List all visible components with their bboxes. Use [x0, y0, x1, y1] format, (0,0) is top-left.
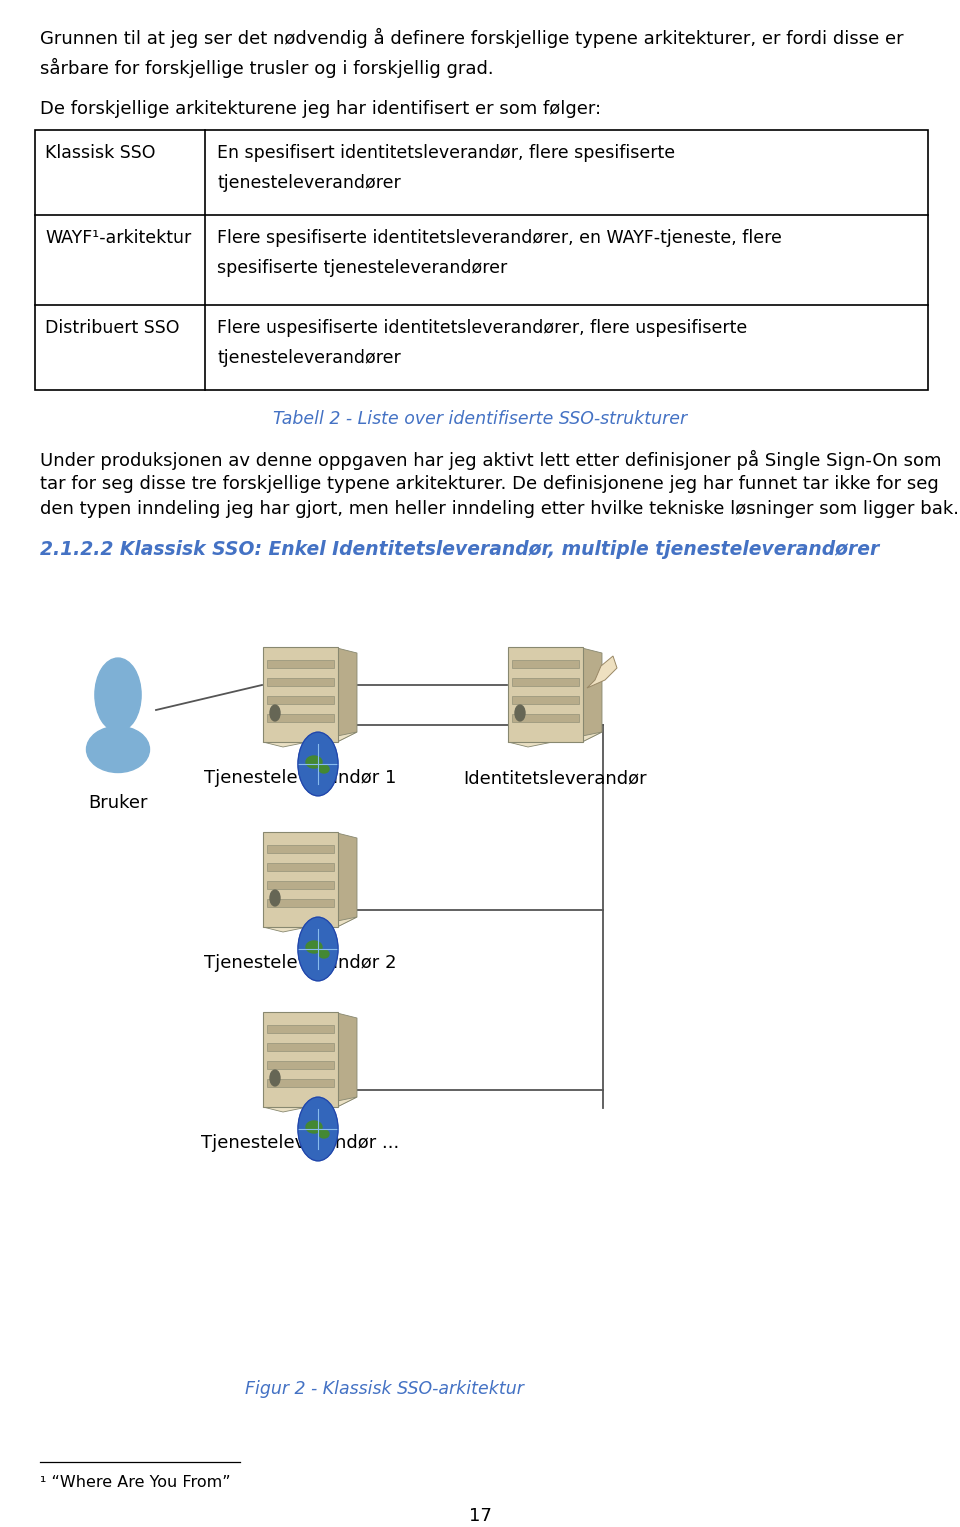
Polygon shape [337, 834, 357, 927]
Text: Tabell 2 - Liste over identifiserte SSO-strukturer: Tabell 2 - Liste over identifiserte SSO-… [273, 411, 687, 428]
Text: Bruker: Bruker [88, 794, 148, 812]
Bar [267, 1061, 334, 1069]
Bar [267, 881, 334, 889]
Bar [267, 715, 334, 722]
FancyBboxPatch shape [35, 130, 928, 389]
Circle shape [95, 658, 141, 731]
Bar [267, 1025, 334, 1032]
Bar [512, 660, 579, 667]
Text: WAYF¹-arkitektur: WAYF¹-arkitektur [45, 229, 191, 247]
Text: tjenesteleverandører: tjenesteleverandører [217, 350, 400, 366]
Text: ¹ “Where Are You From”: ¹ “Where Are You From” [40, 1475, 231, 1490]
Bar [267, 696, 334, 704]
Text: Figur 2 - Klassisk SSO-arkitektur: Figur 2 - Klassisk SSO-arkitektur [245, 1380, 523, 1399]
Circle shape [298, 918, 338, 980]
Bar [267, 899, 334, 907]
Text: Distribuert SSO: Distribuert SSO [45, 319, 180, 337]
Circle shape [515, 705, 525, 721]
Ellipse shape [306, 1121, 322, 1133]
Bar [512, 678, 579, 686]
Text: Under produksjonen av denne oppgaven har jeg aktivt lett etter definisjoner på S: Under produksjonen av denne oppgaven har… [40, 450, 942, 470]
Text: Flere uspesifiserte identitetsleverandører, flere uspesifiserte: Flere uspesifiserte identitetsleverandør… [217, 319, 747, 337]
Bar [267, 678, 334, 686]
Polygon shape [263, 1096, 357, 1112]
Bar [508, 647, 583, 742]
Circle shape [270, 890, 280, 906]
Bar [263, 832, 338, 927]
Text: spesifiserte tjenesteleverandører: spesifiserte tjenesteleverandører [217, 260, 507, 276]
Polygon shape [263, 731, 357, 747]
Bar [267, 844, 334, 854]
Circle shape [298, 1098, 338, 1161]
Ellipse shape [319, 1130, 329, 1138]
Text: 2.1.2.2 Klassisk SSO: Enkel Identitetsleverandør, multiple tjenesteleverandører: 2.1.2.2 Klassisk SSO: Enkel Identitetsle… [40, 541, 879, 559]
Ellipse shape [306, 941, 322, 953]
Circle shape [298, 731, 338, 796]
Text: Identitetsleverandør: Identitetsleverandør [463, 770, 647, 786]
Bar [512, 715, 579, 722]
Text: sårbare for forskjellige trusler og i forskjellig grad.: sårbare for forskjellige trusler og i fo… [40, 58, 494, 78]
Bar [267, 660, 334, 667]
Text: 17: 17 [468, 1507, 492, 1525]
Text: Klassisk SSO: Klassisk SSO [45, 144, 156, 162]
Polygon shape [337, 1012, 357, 1107]
Text: tar for seg disse tre forskjellige typene arkitekturer. De definisjonene jeg har: tar for seg disse tre forskjellige typen… [40, 475, 939, 493]
Circle shape [270, 1070, 280, 1086]
Polygon shape [263, 918, 357, 931]
Bar [267, 1080, 334, 1087]
Bar [263, 1012, 338, 1107]
Text: Grunnen til at jeg ser det nødvendig å definere forskjellige typene arkitekturer: Grunnen til at jeg ser det nødvendig å d… [40, 27, 904, 47]
Polygon shape [337, 647, 357, 742]
Circle shape [270, 705, 280, 721]
Polygon shape [582, 647, 602, 742]
Bar [267, 863, 334, 870]
Text: Tjenesteleverandør 2: Tjenesteleverandør 2 [204, 954, 396, 973]
Text: den typen inndeling jeg har gjort, men heller inndeling etter hvilke tekniske lø: den typen inndeling jeg har gjort, men h… [40, 499, 959, 518]
Text: De forskjellige arkitekturene jeg har identifisert er som følger:: De forskjellige arkitekturene jeg har id… [40, 99, 602, 118]
Polygon shape [508, 731, 602, 747]
Bar [512, 696, 579, 704]
Bar [267, 1043, 334, 1051]
Text: tjenesteleverandører: tjenesteleverandører [217, 174, 400, 192]
Ellipse shape [319, 950, 329, 957]
Text: Tjenesteleverandør 1: Tjenesteleverandør 1 [204, 770, 396, 786]
Bar [263, 647, 338, 742]
Text: Flere spesifiserte identitetsleverandører, en WAYF-tjeneste, flere: Flere spesifiserte identitetsleverandøre… [217, 229, 781, 247]
Text: En spesifisert identitetsleverandør, flere spesifiserte: En spesifisert identitetsleverandør, fle… [217, 144, 675, 162]
Ellipse shape [86, 727, 150, 773]
Ellipse shape [306, 756, 322, 768]
Ellipse shape [319, 765, 329, 773]
Polygon shape [587, 657, 617, 689]
Text: Tjenesteleverandør ...: Tjenesteleverandør ... [201, 1135, 399, 1151]
